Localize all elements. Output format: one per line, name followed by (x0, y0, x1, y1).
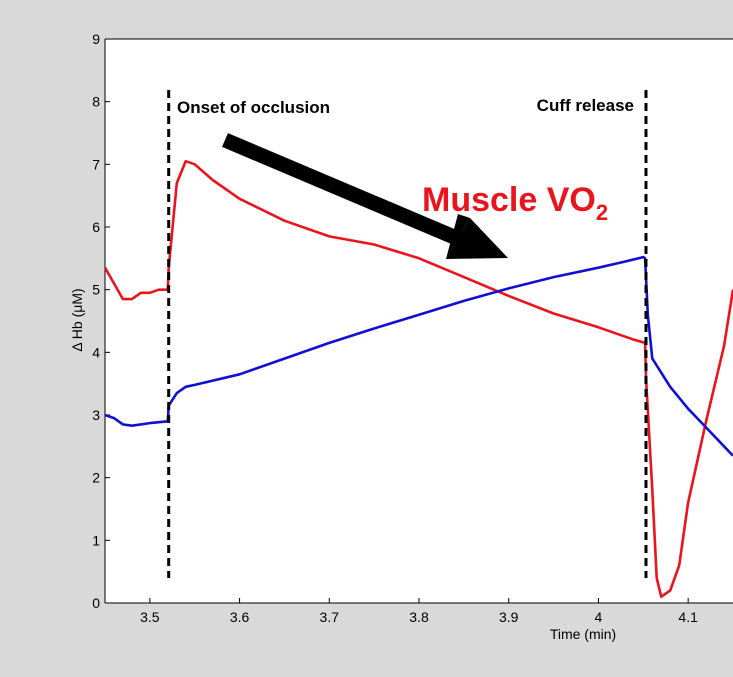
y-tick-label: 0 (92, 595, 100, 611)
y-tick-label: 8 (92, 94, 100, 110)
y-tick-label: 3 (92, 407, 100, 423)
onset-annotation: Onset of occlusion (177, 98, 330, 117)
y-tick-label: 5 (92, 282, 100, 298)
muscle-vo2-annotation: Muscle VO2 (422, 181, 608, 225)
series-group (105, 159, 733, 599)
x-tick-label: 3.5 (140, 609, 160, 625)
muscle-vo2-arrow (222, 133, 508, 259)
y-tick-label: 4 (92, 344, 100, 360)
y-tick-label: 1 (92, 532, 100, 548)
x-tick-label: 3.9 (499, 609, 519, 625)
y-tick-label: 6 (92, 219, 100, 235)
x-tick-label: 3.7 (320, 609, 340, 625)
muscle-vo2-main: Muscle VO (422, 181, 596, 219)
x-tick-label: 4 (595, 609, 603, 625)
red-series-line (105, 159, 733, 599)
x-tick-label: 3.8 (409, 609, 429, 625)
tick-group: 0 1 2 3 4 5 6 7 8 9 3.5 3.6 3.7 3.8 3.9 4 4.1 (92, 31, 698, 625)
x-tick-label: 3.6 (230, 609, 250, 625)
y-tick-label: 2 (92, 470, 100, 486)
blue-series-line (105, 255, 733, 457)
y-tick-label: 9 (92, 31, 100, 47)
x-tick-label: 4.1 (678, 609, 698, 625)
x-axis-label: Time (min) (550, 626, 616, 642)
release-annotation: Cuff release (537, 96, 634, 115)
y-axis-label: Δ Hb (μM) (69, 288, 85, 351)
y-tick-label: 7 (92, 156, 100, 172)
event-lines (167, 90, 648, 578)
muscle-vo2-subscript: 2 (596, 200, 608, 225)
plot-area (105, 39, 733, 603)
